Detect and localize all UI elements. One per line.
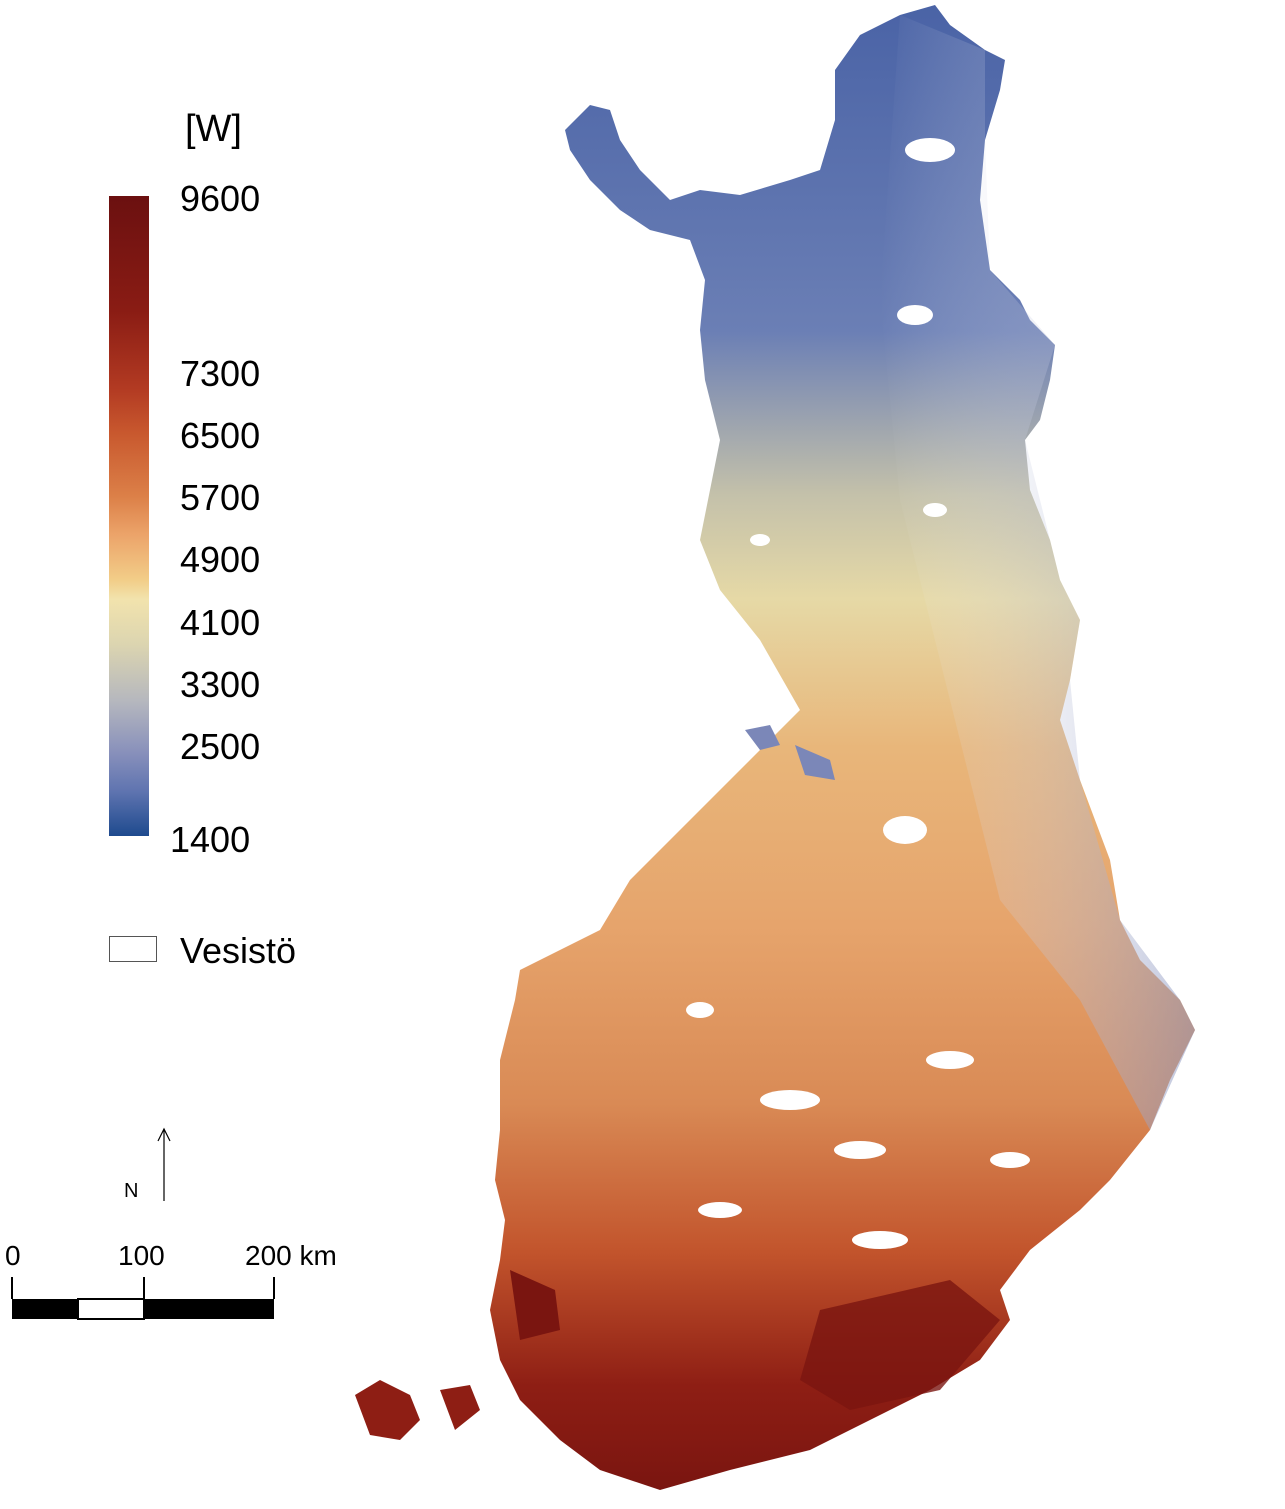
legend-tick-3300: 3300 xyxy=(180,664,261,705)
legend-tick-4100: 4100 xyxy=(180,602,261,643)
legend-tick-2500: 2500 xyxy=(180,726,261,767)
legend-tick-9600: 9600 xyxy=(180,178,261,219)
legend-unit: [W] xyxy=(185,108,242,150)
color-scale-bar xyxy=(109,196,149,836)
north-label: N xyxy=(124,1180,139,1202)
legend-tick-1400: 1400 xyxy=(170,819,251,860)
scale-bar xyxy=(11,1277,275,1320)
legend-tick-7300: 7300 xyxy=(180,353,261,394)
land-area xyxy=(355,5,1195,1490)
water-bodies xyxy=(686,138,1030,1249)
scale-label-100: 100 xyxy=(118,1240,165,1271)
legend-tick-6500: 6500 xyxy=(180,415,261,456)
water-legend-label: Vesistö xyxy=(180,930,297,971)
north-arrow-icon xyxy=(157,1127,171,1201)
legend-tick-5700: 5700 xyxy=(180,477,261,518)
water-legend-swatch xyxy=(109,936,157,962)
scale-label-200: 200 km xyxy=(245,1240,337,1271)
legend-tick-4900: 4900 xyxy=(180,539,261,580)
scale-label-0: 0 xyxy=(5,1240,21,1271)
